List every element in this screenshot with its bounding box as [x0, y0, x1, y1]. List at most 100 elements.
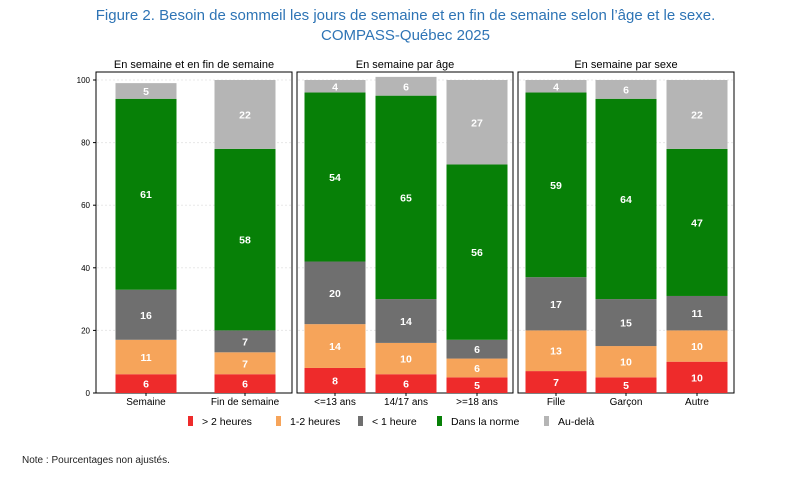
bar-segment-h12 [525, 330, 587, 372]
data-label: 4 [553, 81, 559, 93]
data-label: 11 [691, 308, 702, 320]
data-label: 17 [550, 299, 562, 311]
data-label: 8 [332, 375, 338, 387]
data-label: 6 [242, 379, 248, 391]
bar-segment-h12 [115, 339, 177, 375]
bar-segment-norm [666, 148, 728, 296]
bar-segment-h12 [595, 346, 657, 378]
figure-subtitle: COMPASS-Québec 2025 [321, 27, 490, 44]
bar-segment-norm [375, 95, 437, 300]
legend-label: Au-delà [558, 416, 594, 428]
bar-segment-gt2 [214, 374, 276, 393]
data-label: 4 [332, 81, 338, 93]
data-label: 54 [329, 172, 341, 184]
data-label: 6 [403, 379, 409, 391]
category-label: Fin de semaine [211, 397, 280, 408]
data-label: 16 [140, 310, 152, 322]
data-label: 6 [403, 81, 409, 93]
legend-label: 1-2 heures [290, 416, 340, 428]
legend-swatch-lt1 [358, 416, 363, 426]
bar-segment-norm [115, 98, 177, 290]
data-label: 47 [691, 217, 703, 229]
bar-segment-lt1 [666, 295, 728, 331]
category-label: Autre [685, 397, 709, 408]
bar-segment-norm [595, 98, 657, 300]
data-label: 5 [623, 380, 629, 392]
legend-swatch-norm [437, 416, 442, 426]
y-tick-label: 100 [77, 76, 91, 85]
bar-segment-lt1 [525, 277, 587, 331]
bar-segment-h12 [666, 330, 728, 362]
data-label: 14 [400, 316, 412, 328]
panel-title: En semaine et en fin de semaine [114, 59, 274, 71]
data-label: 7 [242, 358, 248, 370]
bar-segment-norm [304, 92, 366, 262]
panel-title: En semaine par sexe [574, 59, 677, 71]
bar-segment-beyond [375, 76, 437, 96]
data-label: 14 [329, 341, 341, 353]
data-label: 59 [550, 180, 562, 192]
bar-segment-norm [525, 92, 587, 278]
bar-segment-gt2 [115, 374, 177, 393]
data-label: 58 [239, 235, 251, 247]
y-tick-label: 40 [81, 264, 90, 273]
bar-segment-norm [446, 164, 508, 340]
panel-frame [95, 71, 293, 394]
data-label: 7 [242, 336, 248, 348]
y-tick-label: 60 [81, 201, 90, 210]
y-tick-label: 80 [81, 139, 90, 148]
bar-segment-lt1 [304, 261, 366, 325]
bar-segment-lt1 [214, 330, 276, 353]
bar-segment-gt2 [446, 377, 508, 393]
data-label: 13 [550, 346, 562, 358]
bar-segment-h12 [446, 358, 508, 378]
bar-segment-beyond [666, 80, 728, 149]
bar-segment-h12 [214, 352, 276, 375]
bar-segment-h12 [375, 342, 437, 375]
data-label: 10 [691, 372, 703, 384]
data-label: 22 [239, 109, 251, 121]
data-label: 10 [620, 357, 632, 369]
data-label: 7 [553, 377, 559, 389]
data-label: 10 [400, 354, 412, 366]
legend-swatch-beyond [544, 416, 549, 426]
y-tick-label: 0 [86, 389, 91, 398]
bar-segment-beyond [446, 80, 508, 165]
bar-segment-gt2 [375, 374, 437, 393]
data-label: 10 [691, 341, 703, 353]
category-label: 14/17 ans [384, 397, 428, 408]
data-label: 22 [691, 109, 703, 121]
bar-segment-gt2 [595, 377, 657, 393]
legend-label: Dans la norme [451, 416, 519, 428]
figure-note: Note : Pourcentages non ajustés. [22, 455, 170, 466]
data-label: 6 [474, 363, 480, 375]
category-label: Garçon [610, 397, 643, 408]
data-label: 15 [620, 318, 632, 330]
bar-segment-beyond [595, 80, 657, 99]
data-label: 65 [400, 192, 412, 204]
figure-title: Figure 2. Besoin de sommeil les jours de… [95, 7, 716, 24]
data-label: 20 [329, 288, 341, 300]
data-label: 5 [143, 86, 149, 98]
legend-label: < 1 heure [372, 416, 417, 428]
bar-segment-norm [214, 148, 276, 331]
legend-label: > 2 heures [202, 416, 252, 428]
data-label: 27 [471, 117, 483, 129]
bar-segment-lt1 [446, 339, 508, 359]
bar-segment-lt1 [375, 299, 437, 343]
data-label: 61 [140, 189, 152, 201]
data-label: 5 [474, 380, 480, 392]
data-label: 6 [474, 344, 480, 356]
bar-segment-gt2 [525, 371, 587, 393]
y-tick-label: 20 [81, 326, 90, 335]
data-label: 11 [140, 352, 151, 364]
panel-title: En semaine par âge [356, 59, 454, 71]
category-label: Fille [547, 397, 566, 408]
bar-segment-gt2 [304, 367, 366, 393]
data-label: 64 [620, 194, 632, 206]
category-label: <=13 ans [314, 397, 356, 408]
bar-segment-lt1 [595, 299, 657, 347]
data-label: 56 [471, 247, 483, 259]
bar-segment-lt1 [115, 289, 177, 340]
